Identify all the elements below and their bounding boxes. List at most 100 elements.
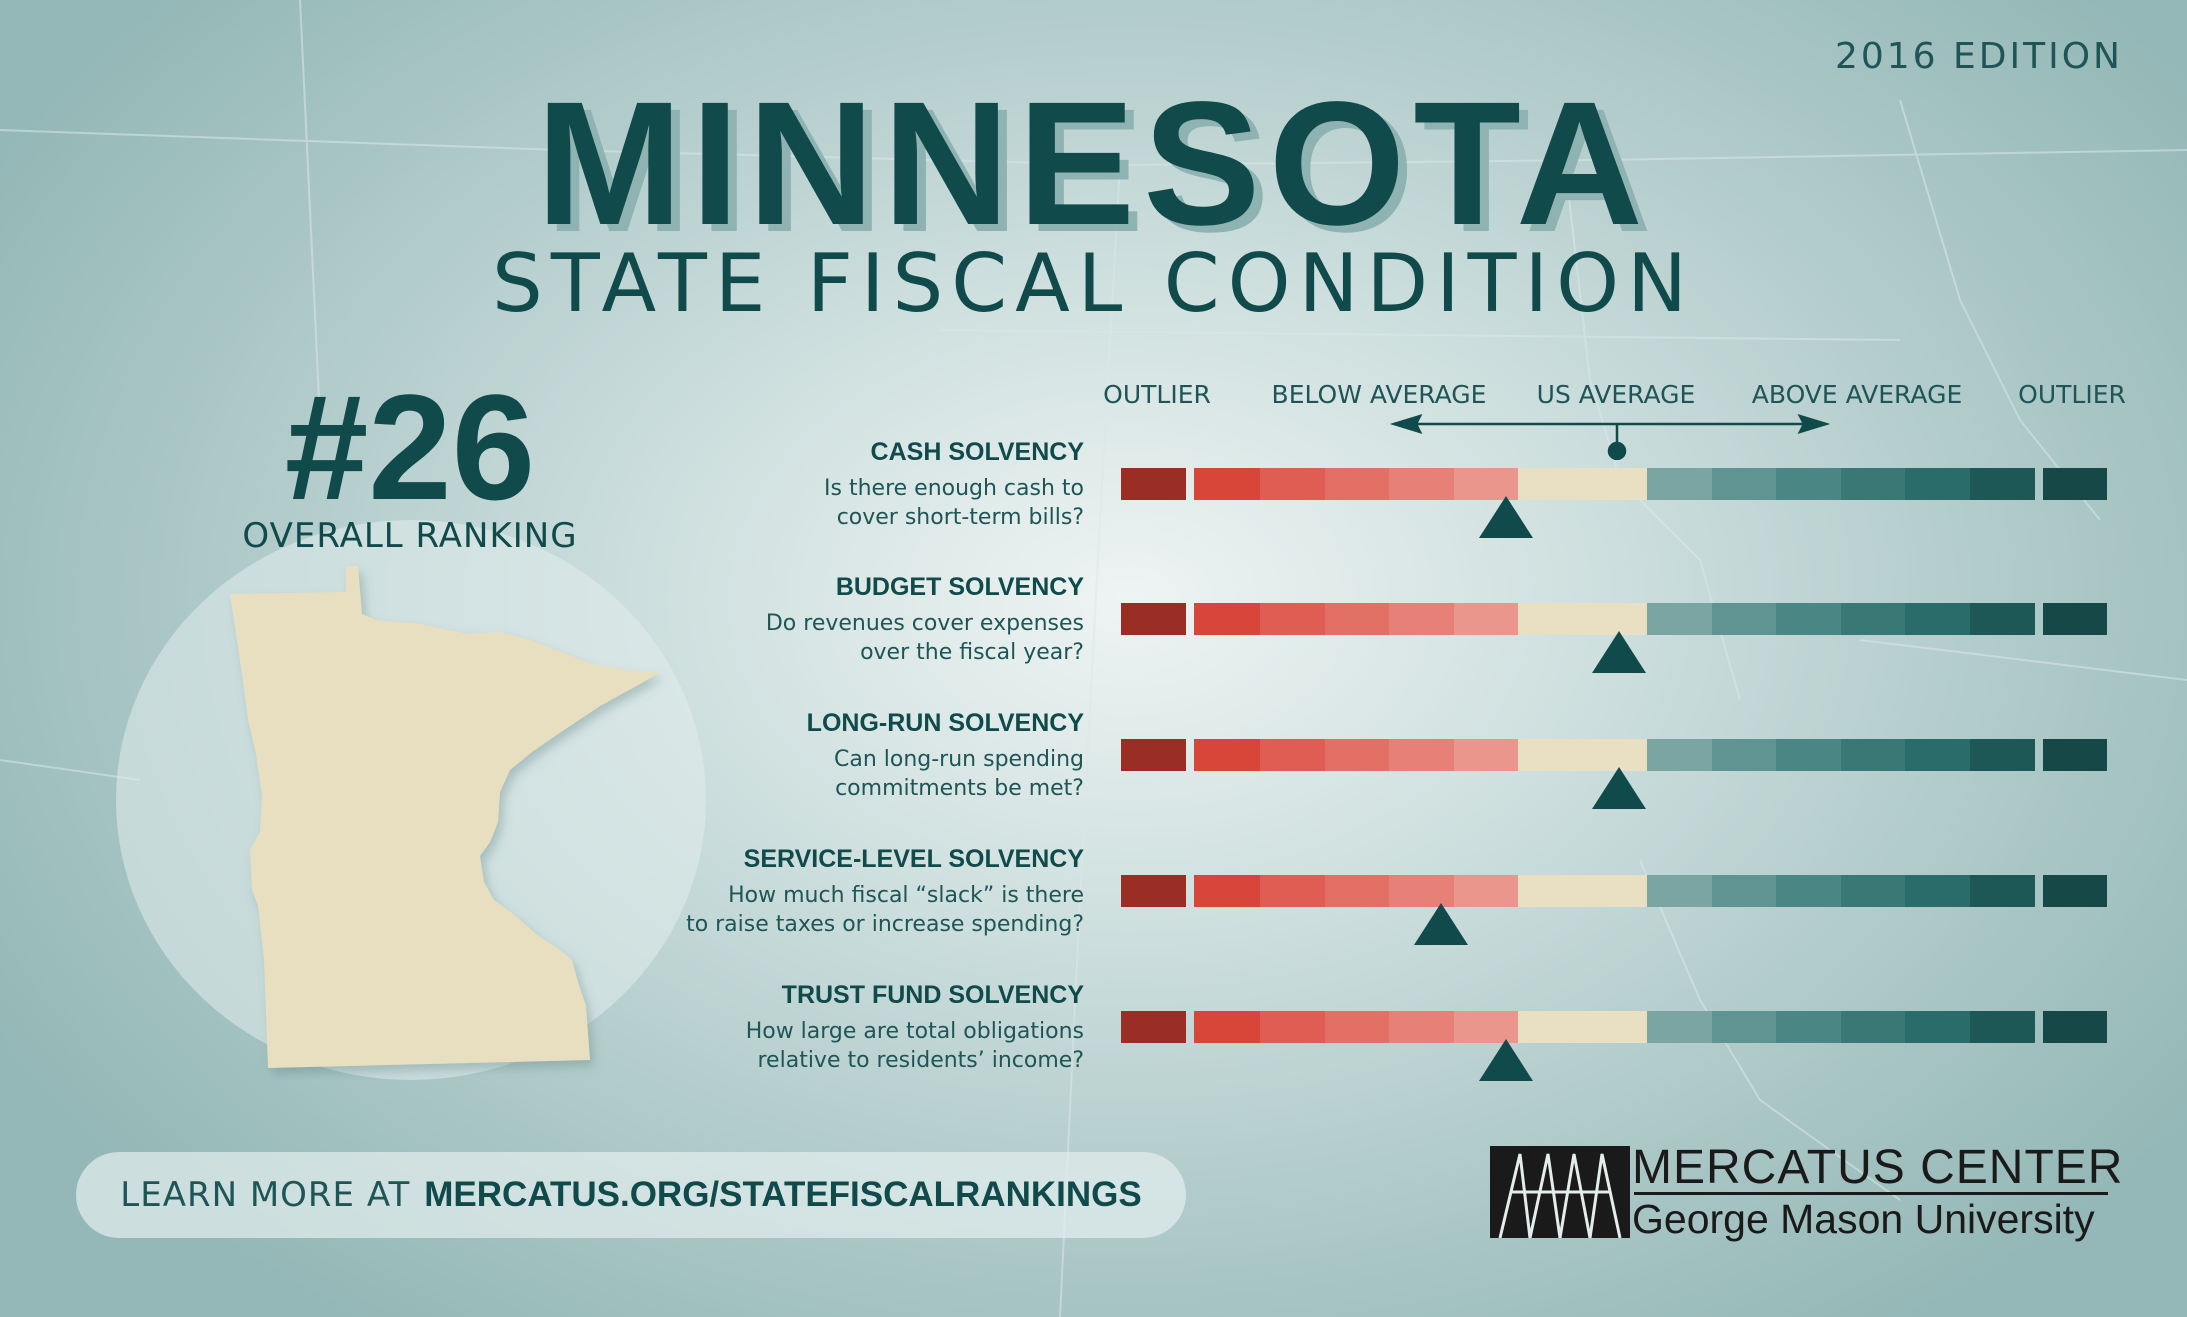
position-marker-icon	[1478, 496, 1533, 538]
scale-segment	[1518, 468, 1583, 500]
scale-segment	[1453, 468, 1519, 500]
scale-segment	[1647, 739, 1712, 771]
scale-segment	[1194, 875, 1260, 907]
minnesota-map-icon	[230, 566, 660, 1068]
metric-description-line: Do revenues cover expenses	[765, 611, 1084, 636]
scale-segment	[1840, 468, 1906, 500]
scale-segment	[1324, 603, 1390, 635]
us-average-arrow-icon	[1389, 413, 1831, 460]
scale-segment	[1582, 468, 1648, 500]
scale-segment	[1518, 739, 1583, 771]
scale-segment	[1259, 1011, 1325, 1043]
scale-segment	[1582, 739, 1648, 771]
metric-row: CASH SOLVENCY Is there enough cash to cove…	[0, 438, 2187, 558]
metric-title: BUDGET SOLVENCY	[835, 573, 1084, 601]
scale-segment	[1582, 875, 1648, 907]
mercatus-logo-mark-icon	[1490, 1146, 1630, 1238]
overall-rank-label: OVERALL RANKING	[242, 516, 578, 556]
scale-segment	[1121, 875, 1187, 907]
metric-scale-bar	[1121, 603, 2108, 635]
metric-description-line: Can long-run spending	[833, 747, 1084, 772]
scale-segment	[2042, 468, 2108, 500]
metric-scale-bar	[1121, 1011, 2108, 1043]
scale-segment	[1776, 468, 1841, 500]
scale-segment	[1647, 603, 1712, 635]
metric-scale-bar	[1121, 875, 2108, 907]
scale-segment	[1776, 1011, 1841, 1043]
metric-title: SERVICE-LEVEL SOLVENCY	[743, 845, 1084, 873]
logo-subtitle: George Mason University	[1632, 1196, 2095, 1242]
learn-more-banner[interactable]: LEARN MORE AT MERCATUS.ORG/STATEFISCALRA…	[76, 1152, 1186, 1238]
scale-segment	[1121, 739, 1187, 771]
scale-segment	[1905, 1011, 1970, 1043]
scale-segment	[1453, 875, 1519, 907]
metric-description: Can long-run spending commitments be met?	[484, 745, 1084, 803]
metric-row: LONG-RUN SOLVENCY Can long-run spending co…	[0, 709, 2187, 829]
scale-segment	[2042, 603, 2108, 635]
metric-row: SERVICE-LEVEL SOLVENCY How much fiscal “s…	[0, 845, 2187, 965]
scale-segment	[1389, 603, 1454, 635]
metric-description: Do revenues cover expenses over the fisca…	[484, 609, 1084, 667]
position-marker-icon	[1591, 767, 1646, 809]
metric-description-line: cover short-term bills?	[836, 505, 1084, 530]
scale-segment	[2042, 1011, 2108, 1043]
scale-segment	[1905, 875, 1970, 907]
scale-segment	[1518, 875, 1583, 907]
scale-segment	[1389, 739, 1454, 771]
scale-segment	[1259, 603, 1325, 635]
scale-segment	[1840, 1011, 1906, 1043]
scale-label-below-average: BELOW AVERAGE	[1271, 380, 1487, 409]
scale-segment	[1518, 603, 1583, 635]
mercatus-logo[interactable]: MERCATUS CENTER George Mason University	[1490, 1140, 2130, 1250]
scale-segment	[1711, 875, 1777, 907]
scale-segment	[1324, 739, 1390, 771]
scale-segment	[1647, 1011, 1712, 1043]
scale-segment	[1121, 1011, 1187, 1043]
position-marker-icon	[1414, 903, 1469, 945]
page-subtitle: STATE FISCAL CONDITION	[492, 237, 1695, 330]
metric-row: BUDGET SOLVENCY Do revenues cover expense…	[0, 573, 2187, 693]
scale-segment	[1647, 468, 1712, 500]
scale-segment	[1453, 739, 1519, 771]
scale-segment	[1259, 739, 1325, 771]
scale-segment	[1711, 739, 1777, 771]
metric-title: TRUST FUND SOLVENCY	[781, 981, 1084, 1009]
scale-segment	[1518, 1011, 1583, 1043]
metric-description-line: How much fiscal “slack” is there	[728, 883, 1084, 908]
scale-segment	[1389, 1011, 1454, 1043]
scale-segment	[1776, 875, 1841, 907]
scale-segment	[1776, 739, 1841, 771]
learn-more-prefix: LEARN MORE AT	[120, 1175, 411, 1215]
learn-more-link[interactable]: MERCATUS.ORG/STATEFISCALRANKINGS	[424, 1175, 1142, 1214]
scale-segment	[1711, 603, 1777, 635]
scale-segment	[1905, 603, 1970, 635]
scale-label-outlier-high: OUTLIER	[2018, 380, 2126, 409]
page-title: MINNESOTA	[536, 66, 1651, 262]
scale-segment	[1453, 603, 1519, 635]
scale-segment	[1711, 1011, 1777, 1043]
scale-segment	[1389, 468, 1454, 500]
edition-label: 2016 EDITION	[1834, 36, 2123, 77]
scale-segment	[1647, 875, 1712, 907]
scale-segment	[1969, 1011, 2035, 1043]
scale-header: OUTLIER BELOW AVERAGE US AVERAGE ABOVE A…	[0, 380, 2187, 470]
scale-label-above-average: ABOVE AVERAGE	[1751, 380, 1963, 409]
scale-segment	[1969, 875, 2035, 907]
scale-segment	[1840, 603, 1906, 635]
scale-segment	[1324, 875, 1390, 907]
metric-description-line: relative to residents’ income?	[757, 1048, 1085, 1073]
metric-description: Is there enough cash to cover short-term …	[484, 474, 1084, 532]
scale-segment	[1121, 468, 1187, 500]
scale-segment	[1969, 468, 2035, 500]
scale-segment	[1324, 1011, 1390, 1043]
position-marker-icon	[1591, 631, 1646, 673]
scale-segment	[1840, 875, 1906, 907]
metric-scale-bar	[1121, 468, 2108, 500]
scale-label-outlier-low: OUTLIER	[1103, 380, 1211, 409]
metric-description: How large are total obligations relative …	[484, 1017, 1084, 1075]
scale-segment	[1905, 468, 1970, 500]
scale-segment	[1453, 1011, 1519, 1043]
scale-segment	[1969, 739, 2035, 771]
overall-rank-number: #26	[284, 363, 536, 531]
scale-segment	[1969, 603, 2035, 635]
